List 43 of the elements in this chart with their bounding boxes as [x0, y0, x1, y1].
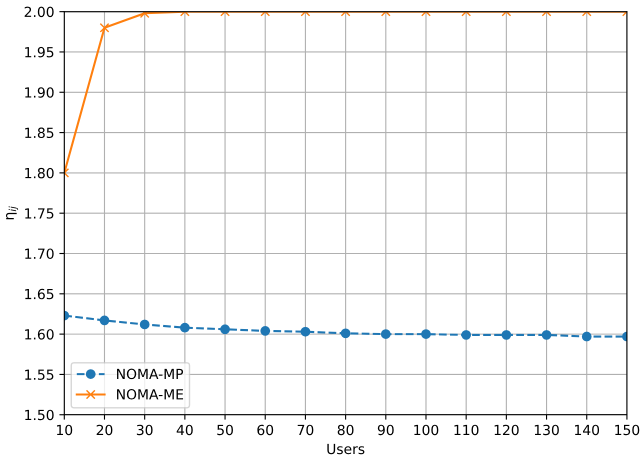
x-tick-label: 80: [338, 424, 354, 436]
x-tick-label: 40: [176, 424, 193, 436]
y-tick-label: 1.90: [25, 87, 54, 98]
y-tick-label: 1.70: [25, 248, 54, 259]
y-tick-label: 1.85: [25, 128, 54, 138]
x-tick-label: 140: [575, 424, 600, 436]
point: [180, 322, 190, 333]
point: [542, 330, 552, 340]
legend-label: NOMA-ME: [117, 389, 184, 400]
x-tick-label: 60: [257, 424, 274, 436]
x-axis-title: Users: [327, 444, 364, 454]
point: [220, 324, 230, 334]
point: [260, 326, 270, 336]
x-tick-label: 120: [494, 424, 519, 436]
y-tick-label: 2.00: [24, 6, 54, 18]
y-axis-title: η$_{ij}$: [6, 206, 18, 220]
point: [140, 320, 150, 330]
y-tick-label: 1.95: [25, 46, 54, 58]
x-tick-label: 90: [378, 424, 394, 436]
point: [100, 316, 110, 326]
x-tick-label: 130: [534, 424, 559, 436]
x-tick-label: 110: [454, 424, 479, 436]
x-tick-label: 100: [414, 424, 438, 436]
point: [582, 332, 592, 342]
y-tick-label: 1.75: [25, 208, 54, 219]
point: [300, 326, 310, 337]
y-tick-label: 1.55: [25, 370, 54, 380]
point: [340, 328, 350, 338]
y-tick-label: 1.60: [25, 329, 54, 340]
x-tick-label: 150: [615, 424, 640, 436]
y-tick-label: 1.50: [25, 410, 54, 420]
x-tick-label: 20: [96, 424, 112, 436]
point: [461, 330, 472, 340]
legend-label: NOMA-MP: [117, 368, 184, 380]
x-tick-label: 10: [56, 424, 72, 436]
x-tick-label: 70: [298, 424, 314, 436]
y-tick-label: 1.80: [25, 168, 54, 178]
y-tick-label: 1.65: [25, 288, 54, 300]
x-tick-label: 50: [217, 424, 233, 436]
point: [380, 329, 391, 339]
point: [421, 329, 431, 339]
x-tick-label: 30: [136, 424, 153, 436]
point: [502, 330, 512, 340]
